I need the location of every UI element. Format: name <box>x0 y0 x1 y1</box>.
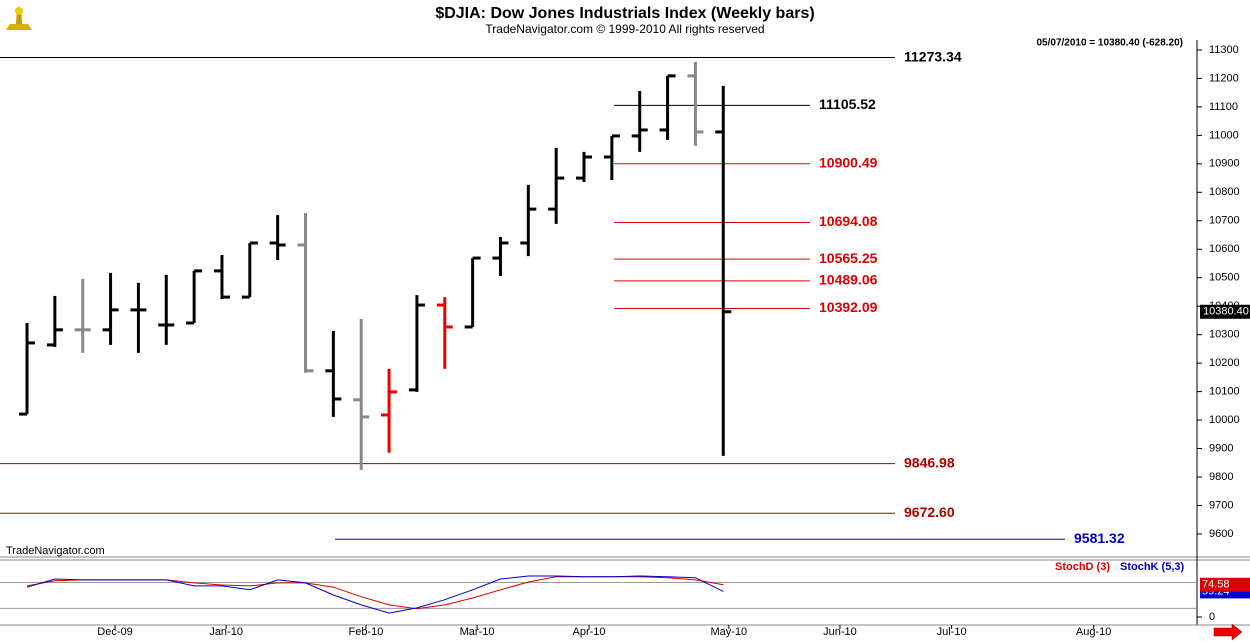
x-tick-label: Jan-10 <box>209 626 243 638</box>
y-tick-label: 9700 <box>1209 499 1233 511</box>
last-price-box <box>1200 304 1250 319</box>
y-tick-label: 10800 <box>1209 186 1240 198</box>
level-label: 11273.34 <box>904 48 962 64</box>
logo <box>6 7 32 30</box>
y-tick-label: 10700 <box>1209 215 1240 227</box>
x-tick-label: Jun-10 <box>823 626 857 638</box>
scroll-arrow[interactable] <box>1213 623 1243 641</box>
watermark: TradeNavigator.com <box>6 545 105 557</box>
header-note: 05/07/2010 = 10380.40 (-628.20) <box>1036 38 1183 49</box>
y-tick-label: 10600 <box>1209 243 1240 255</box>
y-tick-label: 9900 <box>1209 442 1233 454</box>
y-tick-label: 11100 <box>1209 101 1238 113</box>
y-tick-label: 10300 <box>1209 329 1240 341</box>
y-tick-label: 10000 <box>1209 414 1240 426</box>
level-label: 10489.06 <box>819 272 878 288</box>
value-box <box>1200 577 1250 592</box>
y-tick-label: 11200 <box>1209 72 1239 84</box>
y-tick-label: 10900 <box>1209 158 1240 170</box>
x-tick-label: Feb-10 <box>349 626 384 638</box>
legend-entry: StochK (5,3) <box>1120 561 1185 573</box>
chart-subtitle: TradeNavigator.com © 1999-2010 All right… <box>485 22 764 36</box>
y-tick-label: 10500 <box>1209 272 1240 284</box>
x-tick-label: Apr-10 <box>573 626 606 638</box>
y-tick-label: 10100 <box>1209 386 1240 398</box>
y-tick-label: 11000 <box>1209 129 1239 141</box>
x-tick-label: Jul-10 <box>937 626 967 638</box>
level-label: 9672.60 <box>904 504 955 520</box>
level-label: 10392.09 <box>819 299 878 315</box>
level-label: 10900.49 <box>819 154 878 170</box>
y-tick-label: 9600 <box>1209 528 1233 540</box>
legend-entry: StochD (3) <box>1055 561 1110 573</box>
level-label: 9846.98 <box>904 454 955 470</box>
level-label: 9581.32 <box>1074 530 1125 546</box>
level-label: 10565.25 <box>819 250 878 266</box>
stoch-line <box>26 575 724 614</box>
x-tick-label: Aug-10 <box>1076 626 1111 638</box>
y-tick-label: 10200 <box>1209 357 1240 369</box>
x-tick-label: Dec-09 <box>97 626 132 638</box>
level-label: 10694.08 <box>819 213 878 229</box>
level-label: 11105.52 <box>819 96 876 112</box>
y-tick-label: 9800 <box>1209 471 1233 483</box>
x-tick-label: May-10 <box>710 626 747 638</box>
y-tick-label: 0 <box>1209 611 1215 623</box>
last-price-label: 10380.40 <box>1203 306 1249 318</box>
value-box-label: 74.58 <box>1202 579 1230 591</box>
chart-title: $DJIA: Dow Jones Industrials Index (Week… <box>435 5 814 22</box>
y-tick-label: 11300 <box>1209 44 1239 56</box>
x-tick-label: Mar-10 <box>460 626 495 638</box>
